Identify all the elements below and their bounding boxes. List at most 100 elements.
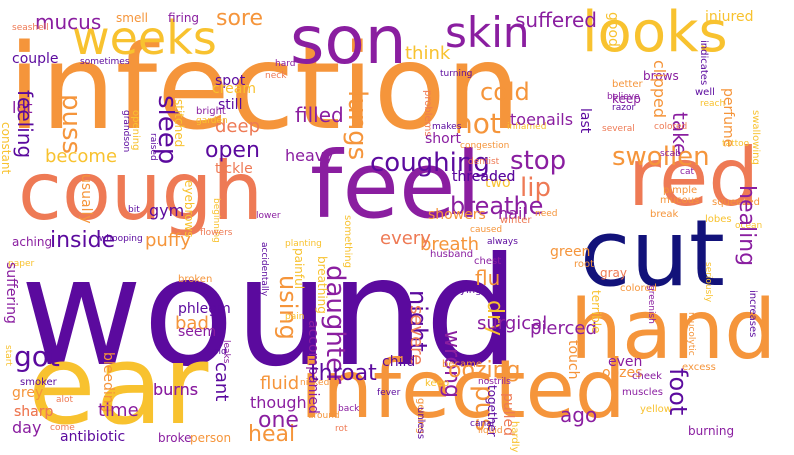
cloud-word-oozing: oozing	[448, 358, 521, 383]
cloud-word-caused: caused	[470, 225, 503, 235]
cloud-word-deep: deep	[215, 116, 260, 137]
cloud-word-feel: feel	[310, 132, 482, 239]
cloud-word-lobes: lobes	[705, 214, 732, 225]
cloud-word-flowers: flowers	[200, 228, 233, 238]
cloud-word-antibiotic: antibiotic	[60, 429, 126, 445]
cloud-word-infection: infection	[8, 18, 521, 156]
cloud-word-coughing: coughing	[370, 148, 490, 178]
cloud-word-flu: flu	[475, 266, 501, 290]
cloud-word-bit: bit	[128, 205, 140, 215]
cloud-word-hardly: hardly	[509, 421, 520, 453]
cloud-word-every: every	[380, 228, 431, 249]
cloud-word-gym: gym	[149, 201, 185, 220]
cloud-word-cream: cream	[212, 81, 256, 97]
cloud-word-hand: hand	[570, 283, 777, 378]
cloud-word-sore: sore	[216, 6, 264, 31]
cloud-word-raised: raised	[148, 133, 158, 161]
cloud-word-rot: rot	[335, 424, 348, 434]
cloud-word-congestion: congestion	[460, 141, 510, 151]
cloud-word-even: even	[608, 354, 643, 370]
cloud-word-lip: lip	[520, 173, 551, 203]
cloud-word-filled: filled	[295, 103, 344, 127]
cloud-word-toenails: toenails	[510, 110, 574, 129]
cloud-word-ago: ago	[560, 403, 598, 427]
cloud-word-gray: gray	[600, 266, 628, 280]
cloud-word-terrible: terrible	[589, 290, 603, 334]
cloud-word-heal: heal	[248, 422, 296, 447]
cloud-word-husband: husband	[430, 249, 474, 260]
cloud-word-yellow: yellow	[640, 404, 672, 415]
cloud-word-surgical: surgical	[477, 313, 548, 334]
cloud-word-whooping: whooping	[99, 234, 143, 244]
cloud-word-threaded: threaded	[452, 169, 516, 185]
cloud-word-cat: cat	[680, 167, 694, 177]
cloud-word-keep: keep	[425, 378, 450, 389]
cloud-word-planting: planting	[285, 239, 322, 249]
cloud-word-grandson: grandson	[121, 110, 131, 153]
cloud-word-breath: breath	[420, 234, 480, 255]
cloud-word-burning: burning	[688, 424, 735, 438]
cloud-word-believe: believe	[607, 92, 640, 102]
cloud-word-inside: inside	[50, 228, 116, 253]
cloud-word-seriously: seriously	[703, 262, 713, 303]
cloud-word-colored: colored	[620, 283, 657, 294]
cloud-word-time: time	[98, 400, 139, 421]
cloud-word-canal: canal	[470, 419, 495, 429]
cloud-word-short: short	[425, 131, 461, 147]
cloud-word-clipped: clipped	[650, 60, 669, 118]
cloud-word-two: two	[485, 175, 511, 191]
cloud-word-perfume: perfume	[720, 88, 736, 148]
cloud-word-smell: smell	[116, 11, 148, 25]
cloud-word-weeks: weeks	[72, 11, 217, 65]
cloud-word-trying: trying	[452, 285, 482, 296]
cloud-word-open: open	[205, 138, 260, 163]
cloud-word-reach: reach	[700, 99, 726, 109]
cloud-word-ocean: ocean	[735, 221, 763, 231]
cloud-word-mucolytic: mucolytic	[686, 312, 696, 356]
cloud-word-turning: turning	[440, 69, 473, 79]
cloud-word-alot: alot	[56, 395, 74, 405]
cloud-word-lungs: lungs	[342, 90, 372, 161]
cloud-word-greenish: greenish	[646, 285, 656, 324]
cloud-word-skin: skin	[445, 8, 530, 57]
cloud-word-green: green	[550, 244, 591, 260]
cloud-word-root: root	[574, 259, 595, 270]
cloud-word-break: break	[650, 209, 679, 220]
cloud-word-sharp: sharp	[14, 404, 54, 420]
cloud-word-makes: makes	[432, 122, 462, 132]
cloud-word-got: got	[14, 340, 60, 373]
cloud-word-inflamed: inflamed	[507, 122, 547, 132]
cloud-word-ear: ear	[28, 321, 209, 449]
cloud-word-something: something	[342, 215, 353, 268]
cloud-word-lot: lot	[12, 98, 33, 117]
cloud-word-good: good	[605, 12, 621, 47]
cloud-word-pain: pain	[285, 312, 305, 322]
cloud-word-wound: wound	[20, 226, 520, 400]
cloud-word-nail: nail	[498, 204, 527, 223]
cloud-word-dentist: dentist	[468, 157, 500, 167]
cloud-word-cheek: cheek	[632, 371, 662, 382]
cloud-word-fever: fever	[377, 388, 401, 398]
cloud-word-burns: burns	[153, 380, 199, 399]
cloud-word-broken: broken	[178, 274, 213, 285]
cloud-word-child: child	[382, 354, 416, 370]
cloud-word-lower: lower	[256, 211, 281, 221]
cloud-word-still: still	[218, 97, 243, 113]
cloud-word-nostrils: nostrils	[478, 377, 511, 387]
cloud-word-razor: razor	[612, 103, 636, 113]
cloud-word-keep: keep	[612, 92, 641, 106]
cloud-word-sharp: sharp	[14, 404, 54, 420]
cloud-word-showers: showers	[428, 207, 486, 223]
cloud-word-smoker: smoker	[20, 377, 57, 388]
cloud-word-bad: bad	[175, 313, 209, 334]
cloud-word-neck: neck	[265, 71, 287, 81]
cloud-word-mucous: mucous	[660, 195, 700, 206]
cloud-word-back: back	[338, 404, 360, 414]
cloud-word-painful: painful	[292, 248, 306, 290]
cloud-word-hard: hard	[275, 59, 296, 69]
cloud-word-person: person	[190, 431, 232, 445]
cloud-word-looks: looks	[582, 0, 728, 65]
cloud-word-son: son	[290, 2, 407, 79]
cloud-word-excess: excess	[682, 362, 716, 373]
cloud-word-injured: injured	[705, 9, 754, 25]
